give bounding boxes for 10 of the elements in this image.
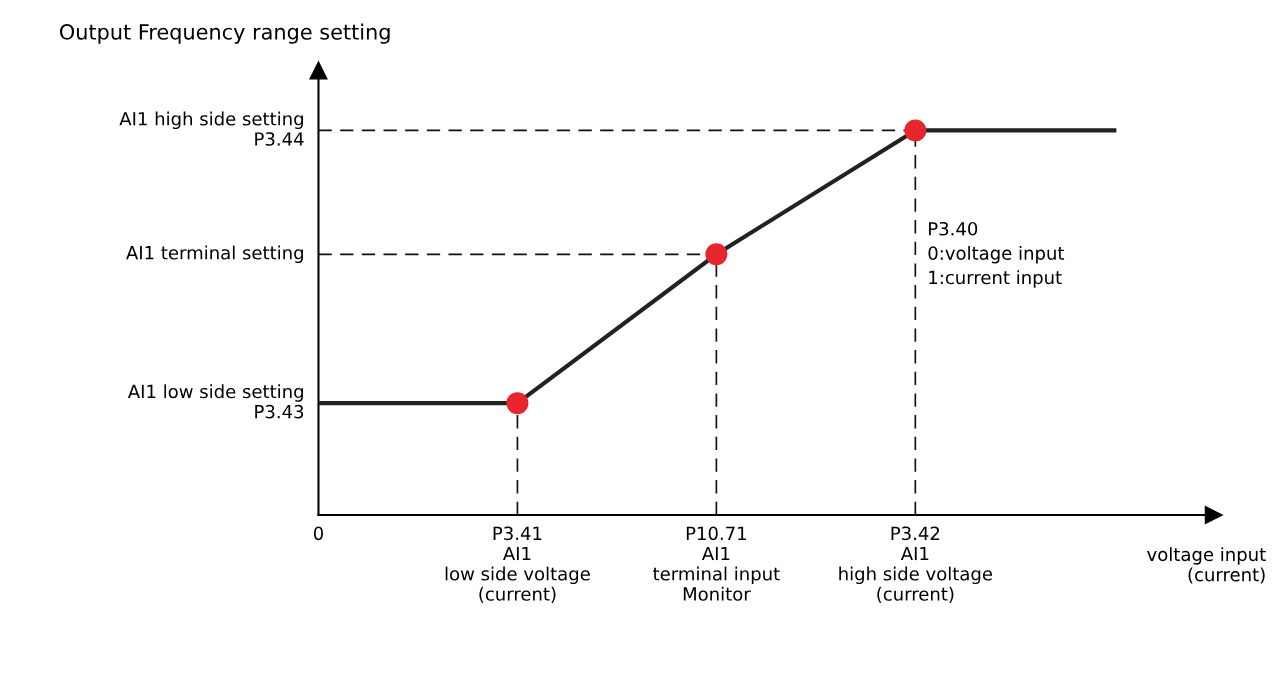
text: AI1 high side setting P3.44 [119,111,304,146]
x-tick-label: 0 [313,526,324,541]
x-tick-label: P10.71 AI1 terminal input Monitor [653,526,780,601]
text: AI1 terminal setting [126,245,303,264]
x-tick-label: P3.41 AI1 low side voltage (current) [445,526,590,603]
text: AI1 low side setting P3.43 [127,384,304,419]
y-axis-title: Output Frequency range setting [60,23,390,44]
annotation: P3.40 0:voltage input 1:current input [928,221,1065,288]
x-tick-label: P3.42 AI1 high side voltage (current) [839,526,993,603]
x-axis-title: voltage input (current) [1147,547,1266,584]
